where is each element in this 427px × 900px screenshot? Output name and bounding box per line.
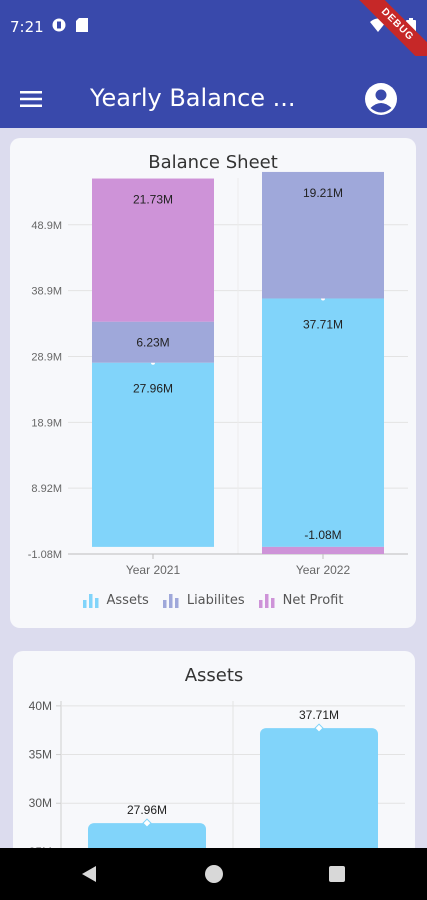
x-tick-label: Year 2021	[126, 563, 181, 577]
bar-chart-icon	[258, 593, 275, 608]
navigation-bar	[0, 848, 427, 900]
status-bar: 7:21 DEBUG	[0, 0, 427, 74]
data-label: 27.96M	[127, 803, 167, 817]
sd-card-icon	[76, 18, 88, 32]
bar-liabilites[interactable]	[262, 171, 384, 299]
account-icon[interactable]	[364, 82, 398, 116]
y-tick-label: 48.9M	[31, 220, 62, 232]
chart-legend: Assets Liabilites Net Profit	[10, 593, 416, 608]
legend-item-net-profit[interactable]: Net Profit	[258, 593, 344, 608]
y-tick-label: 8.92M	[31, 483, 62, 495]
data-label: -1.08M	[304, 528, 341, 542]
app-bar: Yearly Balance ...	[0, 56, 427, 128]
data-label: 21.73M	[133, 193, 173, 207]
y-tick-label: 30M	[29, 796, 52, 810]
legend-label: Net Profit	[282, 593, 344, 608]
bar-assets[interactable]	[262, 298, 384, 547]
balance-sheet-card: Balance Sheet -1.08M 8.92M 18.9M 28.9M 38.9M…	[10, 138, 416, 628]
data-point-marker	[142, 818, 152, 828]
bar-chart-icon	[162, 593, 179, 608]
bar-net-profit[interactable]	[262, 546, 384, 554]
x-tick-label: Year 2022	[296, 563, 351, 577]
data-point-marker	[314, 723, 324, 733]
data-label: 19.21M	[303, 186, 343, 200]
y-tick-label: 35M	[29, 748, 52, 762]
chart-title: Assets	[184, 665, 244, 686]
chart-title: Balance Sheet	[148, 152, 278, 173]
bar-assets[interactable]	[260, 728, 378, 871]
bar-chart-icon	[82, 593, 99, 608]
data-label: 37.71M	[299, 708, 339, 722]
bar-net-profit[interactable]	[92, 178, 214, 322]
legend-label: Assets	[106, 593, 149, 608]
status-time: 7:21	[10, 18, 44, 36]
bar-liabilites[interactable]	[92, 321, 214, 363]
back-icon[interactable]	[80, 865, 98, 883]
page-title: Yearly Balance ...	[90, 84, 296, 112]
data-label: 6.23M	[136, 336, 169, 350]
y-tick-label: 38.9M	[31, 286, 62, 298]
legend-item-assets[interactable]: Assets	[82, 593, 149, 608]
legend-item-liabilites[interactable]: Liabilites	[162, 593, 245, 608]
recent-apps-icon[interactable]	[329, 866, 345, 882]
home-icon[interactable]	[205, 865, 223, 883]
y-tick-label: 40M	[29, 699, 52, 713]
bar-assets[interactable]	[92, 362, 214, 547]
data-label: 27.96M	[133, 382, 173, 396]
balance-sheet-chart: -1.08M 8.92M 18.9M 28.9M 38.9M 48.9M Year 2021…	[28, 171, 408, 577]
y-tick-label: 18.9M	[31, 417, 62, 429]
y-tick-label: -1.08M	[28, 549, 62, 561]
y-tick-label: 28.9M	[31, 352, 62, 364]
notification-icon	[52, 18, 66, 32]
menu-icon[interactable]	[20, 90, 42, 108]
data-label: 37.71M	[303, 317, 343, 331]
legend-label: Liabilites	[186, 593, 245, 608]
